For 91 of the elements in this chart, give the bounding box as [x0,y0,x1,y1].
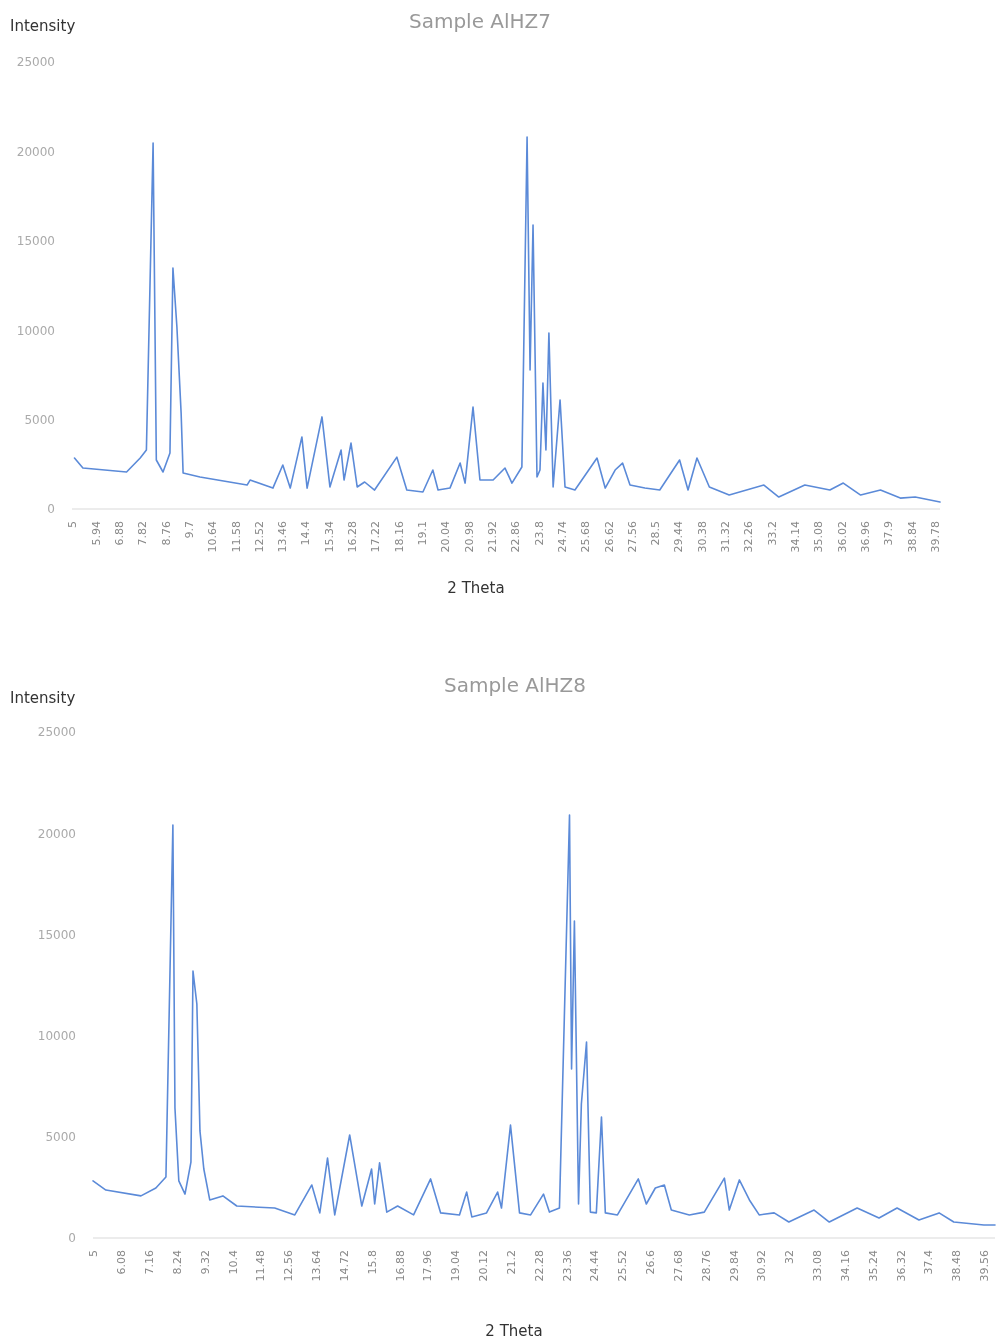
x-tick-label: 39.56 [978,1250,992,1282]
x-tick-label: 28.76 [699,1250,713,1282]
x-tick-label: 16.88 [393,1250,407,1282]
y-tick-label: 5000 [24,412,55,427]
x-tick-label: 24.74 [555,521,569,553]
y-tick-label: 0 [47,502,55,517]
x-tick-label: 23.36 [560,1250,574,1282]
x-tick-label: 32 [783,1250,797,1264]
x-tick-label: 36.02 [835,521,849,553]
x-tick-label: 9.32 [198,1250,212,1275]
x-tick-label: 7.16 [143,1250,157,1275]
x-tick-label: 21.92 [485,521,499,553]
x-tick-label: 34.16 [838,1250,852,1282]
x-tick-label: 17.22 [369,521,383,553]
x-tick-label: 6.88 [112,521,126,546]
x-tick-label: 29.44 [672,521,686,553]
x-tick-label: 35.08 [812,521,826,553]
x-tick-label: 6.08 [115,1250,129,1275]
x-tick-label: 36.96 [858,521,872,553]
x-tick-label: 38.84 [905,521,919,553]
x-tick-label: 16.28 [346,521,360,553]
x-tick-label: 21.2 [504,1250,518,1275]
x-tick-label: 9.7 [182,521,196,539]
x-tick-label: 13.46 [276,521,290,553]
x-tick-label: 24.44 [588,1250,602,1282]
chart-title: Sample AlHZ8 [443,673,587,697]
x-tick-label: 20.98 [462,521,476,553]
y-axis-title: Intensity [10,17,76,35]
x-tick-label: 8.24 [170,1250,184,1275]
x-tick-label: 20.12 [477,1250,491,1282]
x-tick-label: 30.38 [695,521,709,553]
y-tick-label: 20000 [37,826,76,841]
x-tick-label: 5.94 [89,521,103,546]
x-tick-label: 20.04 [439,521,453,553]
x-tick-label: 34.14 [789,521,803,553]
line-series [73,136,941,503]
x-tick-label: 22.86 [509,521,523,553]
x-tick-label: 22.28 [532,1250,546,1282]
x-tick-label: 17.96 [421,1250,435,1282]
x-tick-label: 8.76 [159,521,173,546]
y-tick-label: 0 [68,1231,76,1246]
x-tick-label: 10.4 [226,1250,240,1275]
x-tick-label: 26.6 [644,1250,658,1275]
x-tick-label: 32.26 [742,521,756,553]
x-tick-label: 27.68 [671,1250,685,1282]
x-tick-label: 7.82 [136,521,150,546]
x-tick-label: 29.84 [727,1250,741,1282]
x-tick-label: 5 [66,521,80,528]
x-tick-label: 15.8 [365,1250,379,1275]
x-tick-label: 33.08 [811,1250,825,1282]
x-tick-label: 26.62 [602,521,616,553]
x-tick-label: 14.4 [299,521,313,546]
x-tick-label: 31.32 [719,521,733,553]
x-tick-label: 5 [87,1250,101,1257]
y-tick-label: 20000 [16,144,55,159]
x-tick-label: 11.58 [229,521,243,553]
x-tick-label: 37.4 [922,1250,936,1275]
x-tick-label: 19.1 [416,521,430,546]
x-tick-label: 28.5 [649,521,663,546]
x-tick-label: 37.9 [882,521,896,546]
x-tick-label: 35.24 [866,1250,880,1282]
x-axis-title: 2 Theta [447,579,505,597]
x-tick-label: 38.48 [950,1250,964,1282]
x-tick-label: 27.56 [625,521,639,553]
x-tick-label: 10.64 [206,521,220,553]
chart-title: Sample AlHZ7 [408,9,552,33]
y-axis-title: Intensity [10,689,76,707]
x-tick-label: 36.32 [894,1250,908,1282]
x-tick-label: 13.64 [310,1250,324,1282]
y-tick-label: 5000 [45,1130,76,1145]
y-tick-label: 10000 [37,1028,76,1043]
x-tick-label: 33.2 [765,521,779,546]
x-tick-label: 11.48 [254,1250,268,1282]
y-tick-label: 15000 [37,927,76,942]
x-tick-label: 14.72 [337,1250,351,1282]
line-series [92,814,996,1226]
x-tick-label: 12.56 [282,1250,296,1282]
y-tick-label: 25000 [16,55,55,70]
x-tick-label: 12.52 [252,521,266,553]
x-tick-label: 15.34 [322,521,336,553]
x-tick-label: 30.92 [755,1250,769,1282]
x-tick-label: 25.52 [616,1250,630,1282]
x-axis-title: 2 Theta [485,1322,543,1340]
y-tick-label: 10000 [16,323,55,338]
x-tick-label: 39.78 [928,521,942,553]
x-tick-label: 25.68 [579,521,593,553]
y-tick-label: 15000 [16,234,55,249]
x-tick-label: 19.04 [449,1250,463,1282]
x-tick-label: 18.16 [392,521,406,553]
y-tick-label: 25000 [37,725,76,740]
x-tick-label: 23.8 [532,521,546,546]
